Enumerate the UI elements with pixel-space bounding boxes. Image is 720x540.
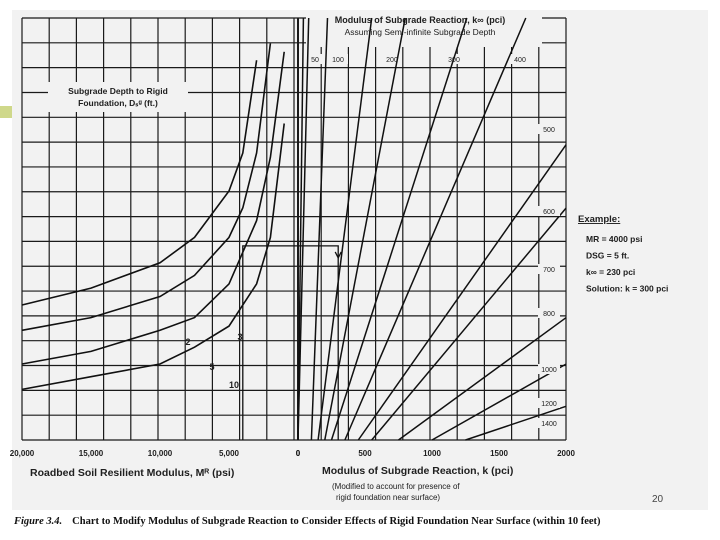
family-label-backdrop bbox=[48, 82, 188, 112]
family-label-line1: Subgrade Depth to Rigid bbox=[68, 86, 168, 96]
right-x-tick-label: 0 bbox=[296, 449, 301, 458]
example-path-arrow bbox=[334, 251, 342, 260]
k-inf-top-label-bg bbox=[328, 54, 348, 64]
k-inf-side-label: 1000 bbox=[541, 367, 557, 374]
right-x-axis-label: Modulus of Subgrade Reaction, k (pci) bbox=[322, 465, 513, 477]
k-inf-side-label: 1200 bbox=[541, 401, 557, 408]
example-line: Solution: k = 300 pci bbox=[586, 284, 668, 294]
left-x-tick-label: 10,000 bbox=[148, 449, 173, 458]
k-inf-line-200 bbox=[310, 17, 329, 441]
depth-curve-label: 5 bbox=[209, 362, 214, 372]
example-line: MR = 4000 psi bbox=[586, 234, 642, 244]
k-inf-line-300 bbox=[317, 17, 373, 441]
left-x-axis-label: Roadbed Soil Resilient Modulus, Mᴿ (psi) bbox=[30, 467, 234, 479]
example-path bbox=[242, 245, 339, 440]
depth-curve-5 bbox=[21, 51, 285, 365]
k-inf-top-label-bg bbox=[382, 54, 402, 64]
page-number: 20 bbox=[652, 494, 664, 505]
figure-caption: Figure 3.4. Chart to Modify Modulus of Su… bbox=[14, 516, 714, 527]
k-inf-line-800 bbox=[371, 207, 567, 441]
right-x-axis-note-line1: (Modified to account for presence of bbox=[332, 482, 460, 491]
k-inf-side-label-bg bbox=[538, 398, 560, 408]
k-inf-top-label: 300 bbox=[448, 57, 460, 64]
k-inf-side-label: 800 bbox=[543, 311, 555, 318]
k-inf-line-100 bbox=[297, 17, 310, 441]
k-inf-side-label-bg bbox=[538, 124, 560, 134]
k-inf-side-label: 600 bbox=[543, 209, 555, 216]
k-inf-line-50 bbox=[297, 17, 305, 441]
depth-curve-2 bbox=[21, 60, 258, 306]
title-backdrop bbox=[306, 11, 542, 47]
depth-curve-label: 10 bbox=[229, 380, 239, 390]
right-x-axis-note-line2: rigid foundation near surface) bbox=[336, 493, 440, 502]
k-inf-side-label-bg bbox=[538, 308, 560, 318]
example-line: DSG = 5 ft. bbox=[586, 251, 629, 261]
right-x-tick-label: 500 bbox=[358, 449, 372, 458]
k-inf-line-1000 bbox=[398, 317, 567, 441]
k-inf-top-label-bg bbox=[510, 54, 530, 64]
k-inf-top-label: 50 bbox=[311, 57, 319, 64]
k-inf-side-label: 700 bbox=[543, 267, 555, 274]
right-x-tick-label: 1000 bbox=[423, 449, 441, 458]
k-inf-line-1400 bbox=[465, 405, 567, 441]
chart-subtitle: Assuming Semi-infinite Subgrade Depth bbox=[345, 27, 496, 37]
depth-curve-10 bbox=[21, 123, 285, 391]
k-inf-top-label-bg bbox=[305, 54, 325, 64]
left-x-tick-label: 5,000 bbox=[219, 449, 240, 458]
k-inf-side-label: 500 bbox=[543, 127, 555, 134]
left-x-tick-label: 20,000 bbox=[10, 449, 35, 458]
right-x-tick-label: 1500 bbox=[490, 449, 508, 458]
k-inf-line-1200 bbox=[431, 363, 567, 441]
caption-label: Figure 3.4. bbox=[14, 516, 63, 527]
example-heading: Example: bbox=[578, 214, 620, 225]
depth-curve-label: 3 bbox=[237, 332, 242, 342]
k-inf-line-600 bbox=[344, 17, 527, 441]
k-inf-line-500 bbox=[330, 17, 468, 441]
left-x-tick-label: 0 bbox=[296, 449, 301, 458]
caption-text: Chart to Modify Modulus of Subgrade Reac… bbox=[72, 516, 601, 527]
chart-title: Modulus of Subgrade Reaction, k∞ (pci) bbox=[335, 15, 505, 25]
k-inf-side-label: 1400 bbox=[541, 421, 557, 428]
depth-curve-label: 2 bbox=[185, 337, 190, 347]
family-label-line2: Foundation, Dₛᵍ (ft.) bbox=[78, 98, 158, 108]
k-inf-side-label-bg bbox=[538, 418, 560, 428]
k-inf-top-label: 100 bbox=[332, 57, 344, 64]
example-line: k∞ = 230 pci bbox=[586, 267, 635, 277]
left-x-tick-label: 15,000 bbox=[79, 449, 104, 458]
k-inf-side-label-bg bbox=[538, 264, 560, 274]
depth-curve-3 bbox=[21, 43, 272, 332]
right-x-tick-label: 2000 bbox=[557, 449, 575, 458]
k-inf-line-700 bbox=[357, 144, 567, 441]
k-inf-top-label: 400 bbox=[514, 57, 526, 64]
k-inf-side-label-bg bbox=[538, 364, 560, 374]
k-inf-top-label: 200 bbox=[386, 57, 398, 64]
k-inf-side-label-bg bbox=[538, 206, 560, 216]
